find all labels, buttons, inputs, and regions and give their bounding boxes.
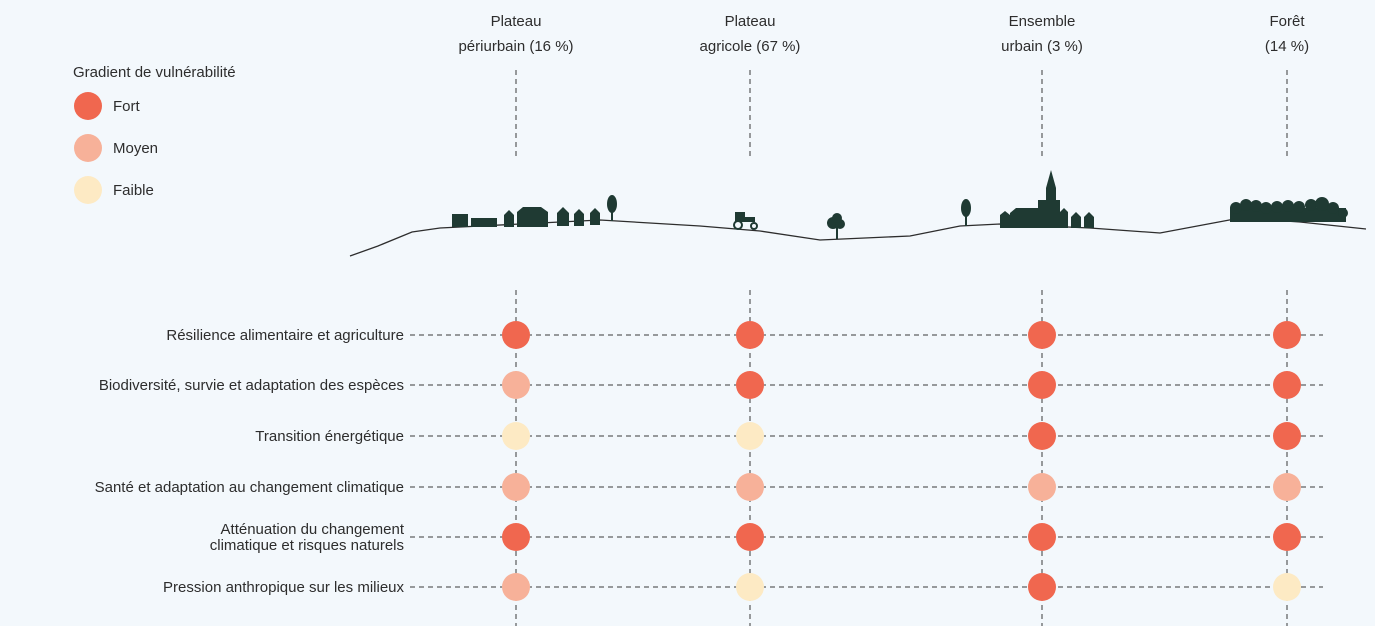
vulnerability-dot-moyen	[502, 573, 530, 601]
tree-icon	[607, 195, 617, 213]
legend-title: Gradient de vulnérabilité	[73, 64, 236, 81]
house-icon	[574, 209, 584, 226]
vulnerability-dot-fort	[736, 371, 764, 399]
vulnerability-dot-faible	[736, 573, 764, 601]
row-label: Biodiversité, survie et adaptation des e…	[99, 377, 404, 394]
legend: Gradient de vulnérabilité Fort Moyen Fai…	[73, 64, 236, 204]
row-label: Pression anthropique sur les milieux	[163, 579, 404, 596]
house-icon	[1000, 211, 1010, 228]
house-icon	[504, 210, 514, 227]
house-icon	[1060, 208, 1068, 228]
vulnerability-dot-fort	[1028, 523, 1056, 551]
vulnerability-dot-fort	[736, 321, 764, 349]
periurban-buildings	[452, 195, 617, 227]
row-label: Transition énergétique	[255, 428, 404, 445]
vulnerability-dot-fort	[502, 523, 530, 551]
column-header-urbain-line1: Ensemble	[1009, 13, 1076, 30]
vulnerability-dot-fort	[1273, 321, 1301, 349]
vulnerability-dot-faible	[1273, 573, 1301, 601]
vulnerability-dot-fort	[502, 321, 530, 349]
vulnerability-dot-moyen	[1028, 473, 1056, 501]
row-label: climatique et risques naturels	[210, 537, 404, 554]
legend-swatch-faible	[74, 176, 102, 204]
vulnerability-dot-fort	[1028, 422, 1056, 450]
column-header-urbain-line2: urbain (3 %)	[1001, 38, 1083, 55]
column-header-foret-line1: Forêt	[1269, 13, 1305, 30]
vulnerability-dot-fort	[736, 523, 764, 551]
legend-swatch-moyen	[74, 134, 102, 162]
house-icon	[557, 207, 569, 226]
church-body	[1038, 200, 1060, 228]
column-header-periurbain-line1: Plateau	[491, 13, 542, 30]
house-icon	[1071, 212, 1081, 228]
vulnerability-dot-fort	[1028, 321, 1056, 349]
row-label: Santé et adaptation au changement climat…	[95, 479, 404, 496]
vulnerability-dot-faible	[736, 422, 764, 450]
column-header-foret-line2: (14 %)	[1265, 38, 1309, 55]
legend-label-fort: Fort	[113, 98, 141, 115]
building-icon	[452, 214, 468, 227]
vulnerability-dot-moyen	[736, 473, 764, 501]
house-icon	[1084, 212, 1094, 228]
row-label: Atténuation du changement	[221, 521, 405, 538]
column-header-periurbain-line2: périurbain (16 %)	[458, 38, 573, 55]
vulnerability-dot-faible	[502, 422, 530, 450]
forest-trees	[1230, 197, 1348, 222]
terrain-line	[349, 217, 1367, 257]
vulnerability-dot-moyen	[1273, 473, 1301, 501]
vulnerability-dot-fort	[1028, 371, 1056, 399]
vulnerability-dot-fort	[1273, 523, 1301, 551]
vulnerability-dot-moyen	[502, 473, 530, 501]
column-header-agricole-line1: Plateau	[725, 13, 776, 30]
legend-label-faible: Faible	[113, 182, 154, 199]
vulnerability-dot-moyen	[502, 371, 530, 399]
landscape	[349, 170, 1367, 257]
tree-trunk	[611, 211, 613, 221]
vulnerability-matrix: Résilience alimentaire et agriculture Bio…	[95, 290, 1323, 626]
house-icon	[590, 208, 600, 225]
tree-trunk	[965, 215, 967, 226]
upper-guides	[515, 70, 1288, 160]
column-header-agricole-line2: agricole (67 %)	[700, 38, 801, 55]
tree-icon	[961, 199, 971, 217]
tree-icon	[827, 213, 845, 239]
legend-label-moyen: Moyen	[113, 140, 158, 157]
vulnerability-dot-fort	[1028, 573, 1056, 601]
tractor-icon	[733, 212, 758, 230]
row-label: Résilience alimentaire et agriculture	[166, 327, 404, 344]
building-icon	[1010, 208, 1038, 228]
urban-buildings	[961, 170, 1094, 228]
vulnerability-dot-fort	[1273, 422, 1301, 450]
barn-icon	[517, 207, 548, 227]
vulnerability-dot-fort	[1273, 371, 1301, 399]
legend-swatch-fort	[74, 92, 102, 120]
column-headers: Plateau périurbain (16 %) Plateau agrico…	[458, 13, 1309, 55]
building-icon	[471, 218, 497, 227]
